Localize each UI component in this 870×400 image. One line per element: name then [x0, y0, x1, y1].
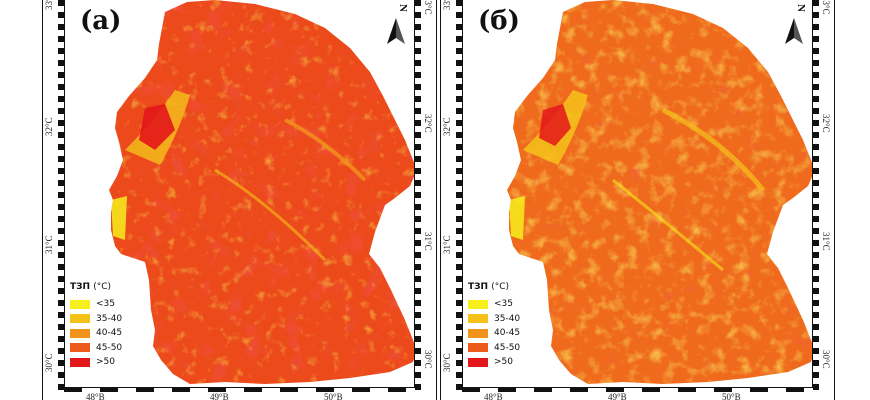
legend-swatch — [468, 357, 488, 367]
legend-title: ТЗП (°C) — [468, 282, 548, 292]
inner-border-bottom — [462, 387, 813, 388]
lat-label-right-31: 31°C — [423, 232, 433, 251]
lon-label-48: 48°B — [86, 392, 105, 400]
legend-label: <35 — [494, 299, 513, 310]
lon-label-49: 49°B — [608, 392, 627, 400]
legend-item: >50 — [70, 355, 150, 370]
north-label: N — [397, 4, 410, 12]
left-tick-strip — [456, 0, 462, 392]
legend-swatch — [70, 299, 90, 309]
legend: ТЗП (°C) <35 35-40 40-45 45-50 >50 — [468, 282, 548, 370]
legend-label: 40-45 — [494, 328, 521, 339]
legend-item: <35 — [468, 297, 548, 312]
inner-border-left — [462, 0, 463, 388]
lat-label-right-30: 30°C — [821, 350, 831, 369]
legend-title-text: ТЗП — [70, 282, 91, 292]
bottom-tick-strip — [462, 388, 813, 392]
legend-swatch — [468, 314, 488, 324]
legend-label: <35 — [96, 299, 115, 310]
lat-label-left-31: 31°C — [44, 235, 54, 254]
inner-border-right — [812, 0, 813, 388]
legend-swatch — [468, 328, 488, 338]
legend-item: 40-45 — [70, 326, 150, 341]
panel-letter: (б) — [478, 6, 520, 36]
legend-label: >50 — [96, 357, 115, 368]
lat-label-left-30: 30°C — [44, 353, 54, 372]
legend-item: <35 — [70, 297, 150, 312]
north-arrow-icon — [785, 18, 803, 44]
panel-a: (a) N 33° 32°C 31°C 30°C 33°C 32°C 31°C … — [42, 0, 437, 400]
lat-label-right-32: 32°C — [821, 114, 831, 133]
legend-label: >50 — [494, 357, 513, 368]
legend-item: 35-40 — [468, 312, 548, 327]
right-tick-strip — [415, 0, 421, 392]
legend-item: 35-40 — [70, 312, 150, 327]
lat-label-right-31: 31°C — [821, 232, 831, 251]
legend-item: 40-45 — [468, 326, 548, 341]
legend-item: 45-50 — [468, 341, 548, 356]
legend-swatch — [468, 299, 488, 309]
bottom-tick-strip — [64, 388, 415, 392]
legend: ТЗП (°C) <35 35-40 40-45 45-50 >50 — [70, 282, 150, 370]
legend-title: ТЗП (°C) — [70, 282, 150, 292]
right-tick-strip — [813, 0, 819, 392]
legend-label: 35-40 — [96, 313, 123, 324]
lon-label-50: 50°B — [722, 392, 741, 400]
lat-label-left-30: 30°C — [442, 353, 452, 372]
legend-unit: (°C) — [93, 282, 112, 292]
north-arrow-icon — [387, 18, 405, 44]
lon-label-49: 49°B — [210, 392, 229, 400]
legend-label: 40-45 — [96, 328, 123, 339]
lon-label-50: 50°B — [324, 392, 343, 400]
lat-label-left-31: 31°C — [442, 235, 452, 254]
lat-label-right-33: 33°C — [821, 0, 831, 15]
map-frame — [42, 0, 437, 400]
lat-label-right-30: 30°C — [423, 350, 433, 369]
legend-item: >50 — [468, 355, 548, 370]
north-label: N — [795, 4, 808, 12]
lat-label-right-33: 33°C — [423, 0, 433, 15]
map-frame — [440, 0, 835, 400]
legend-title-text: ТЗП — [468, 282, 489, 292]
legend-swatch — [70, 357, 90, 367]
legend-label: 35-40 — [494, 313, 521, 324]
lat-label-right-32: 32°C — [423, 114, 433, 133]
north-arrow: N — [781, 2, 807, 48]
lat-label-left-32: 32°C — [442, 117, 452, 136]
legend-item: 45-50 — [70, 341, 150, 356]
north-arrow: N — [383, 2, 409, 48]
legend-swatch — [70, 314, 90, 324]
legend-swatch — [70, 328, 90, 338]
legend-unit: (°C) — [491, 282, 510, 292]
left-tick-strip — [58, 0, 64, 392]
legend-label: 45-50 — [494, 342, 521, 353]
temperature-map — [109, 0, 414, 384]
lon-label-48: 48°B — [484, 392, 503, 400]
lat-label-left-33: 33° — [44, 0, 54, 10]
legend-swatch — [468, 343, 488, 353]
lat-label-left-33: 33° — [442, 0, 452, 10]
inner-border-bottom — [64, 387, 415, 388]
inner-border-left — [64, 0, 65, 388]
lat-label-left-32: 32°C — [44, 117, 54, 136]
inner-border-right — [414, 0, 415, 388]
legend-swatch — [70, 343, 90, 353]
panel-letter: (a) — [80, 6, 122, 36]
legend-label: 45-50 — [96, 342, 123, 353]
temperature-map — [507, 0, 812, 384]
panel-b: (б) N 33° 32°C 31°C 30°C 33°C 32°C 31°C … — [440, 0, 835, 400]
